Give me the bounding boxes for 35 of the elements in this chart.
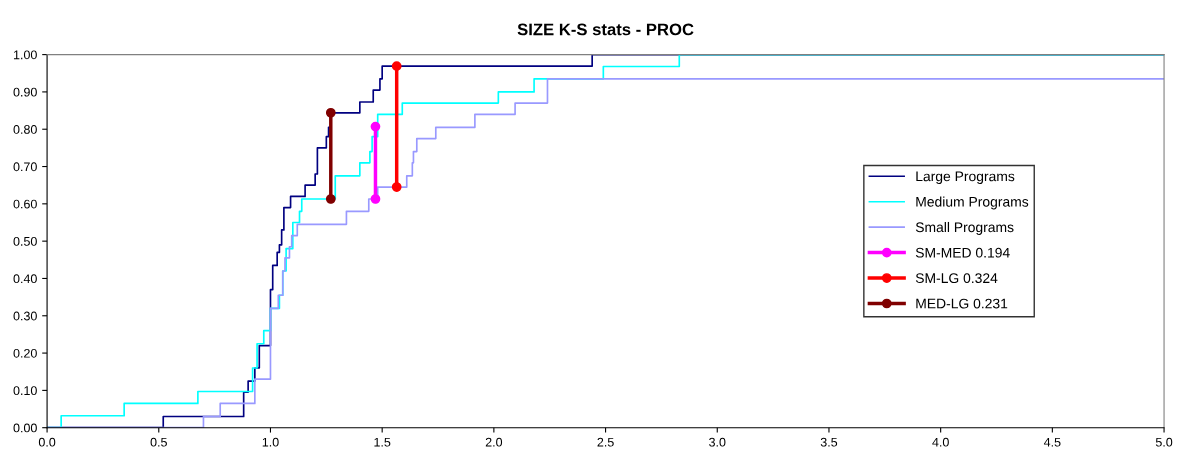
y-tick-label: 0.30	[13, 311, 37, 321]
y-tick-label: 0.70	[13, 162, 37, 172]
x-tick-label: 1.0	[262, 437, 279, 447]
point	[391, 182, 402, 192]
y-tick-label: 0.10	[13, 386, 37, 396]
x-tick-label: 4.0	[932, 437, 949, 447]
x-tick-label: 3.5	[820, 437, 838, 447]
legend-label: SM-LG 0.324	[915, 273, 998, 284]
x-tick-label: 3.0	[709, 437, 726, 447]
y-tick-label: 0.00	[13, 423, 37, 433]
point	[370, 121, 381, 132]
x-tick-label: 2.0	[485, 437, 503, 447]
legend-label: Medium Programs	[916, 196, 1029, 210]
x-tick-label: 2.5	[597, 437, 614, 447]
legend-label: SM-MED 0.194	[915, 247, 1010, 258]
point	[325, 107, 336, 118]
legend-label: MED-LG 0.231	[916, 298, 1008, 309]
x-tick-label: 0.0	[38, 437, 56, 447]
y-tick-label: 0.50	[13, 236, 37, 246]
legend-label: Small Programs	[915, 221, 1014, 235]
legend-label: Large Programs	[916, 171, 1015, 185]
chart-title: SIZE K-S stats - PROC	[517, 23, 694, 36]
y-tick-label: 0.80	[13, 125, 37, 134]
point	[391, 61, 402, 72]
x-tick-label: 5.0	[1155, 437, 1173, 447]
x-tick-label: 0.5	[150, 437, 167, 447]
y-tick-label: 0.20	[13, 348, 37, 358]
x-tick-label: 1.5	[374, 437, 391, 447]
y-tick-label: 1.00	[13, 50, 37, 60]
point	[325, 194, 336, 204]
y-tick-label: 0.90	[13, 87, 37, 97]
x-tick-label: 4.5	[1043, 437, 1061, 447]
y-tick-label: 0.40	[13, 274, 37, 284]
y-tick-label: 0.60	[13, 199, 37, 209]
point	[370, 194, 381, 204]
